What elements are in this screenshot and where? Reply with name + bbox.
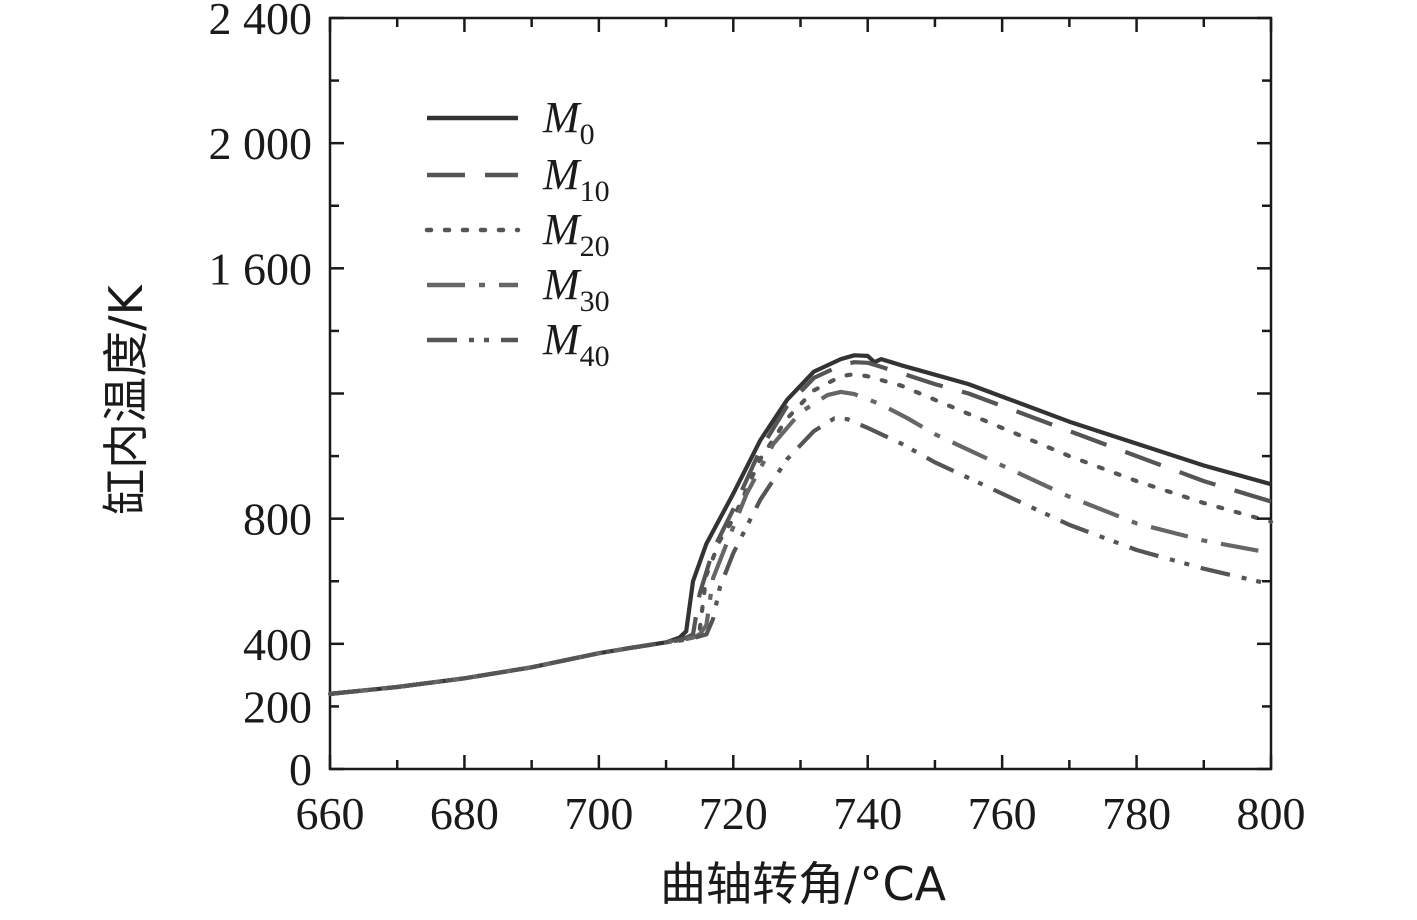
plot-frame [328,16,1273,771]
legend-label-m10: M10 [542,150,610,208]
y-tick-label: 2 400 [209,0,313,44]
series-line-m10 [329,360,1272,696]
x-tick-label: 700 [564,788,633,839]
x-tick-label: 680 [430,788,499,839]
plot-border [328,16,1273,771]
axis-layer: 660 680 700 720 740 760 780 800 0 400 800 1 600 2 00… [209,0,1306,839]
x-tick-label: 740 [833,788,902,839]
y-axis-title: 缸内温度/K [99,283,153,514]
x-tick-label: 780 [1102,788,1171,839]
series-line-m30 [329,389,1272,696]
legend-label-m20: M20 [542,205,610,263]
series-layer [327,353,1274,696]
x-axis-title: 曲轴转角/°CA [660,857,947,911]
x-tick-label: 760 [968,788,1037,839]
y-tick-label: 2 000 [209,118,313,169]
series-line-m20 [327,372,1274,696]
y-tick-label: 400 [243,619,312,670]
x-tick-label: 720 [699,788,768,839]
y-tick-label: 0 [289,744,312,795]
y-tick-label: 1 600 [209,243,313,294]
legend-label-m40: M40 [542,315,610,373]
y-tick-label-200: 200 [243,681,312,732]
series-line-m0 [329,353,1272,696]
x-tick-label: 660 [296,788,365,839]
x-tick-label: 800 [1237,788,1306,839]
legend-label-m0: M0 [542,93,595,151]
series-line-m40 [329,416,1272,696]
y-tick-label: 800 [243,494,312,545]
legend-label-m30: M30 [542,260,610,318]
